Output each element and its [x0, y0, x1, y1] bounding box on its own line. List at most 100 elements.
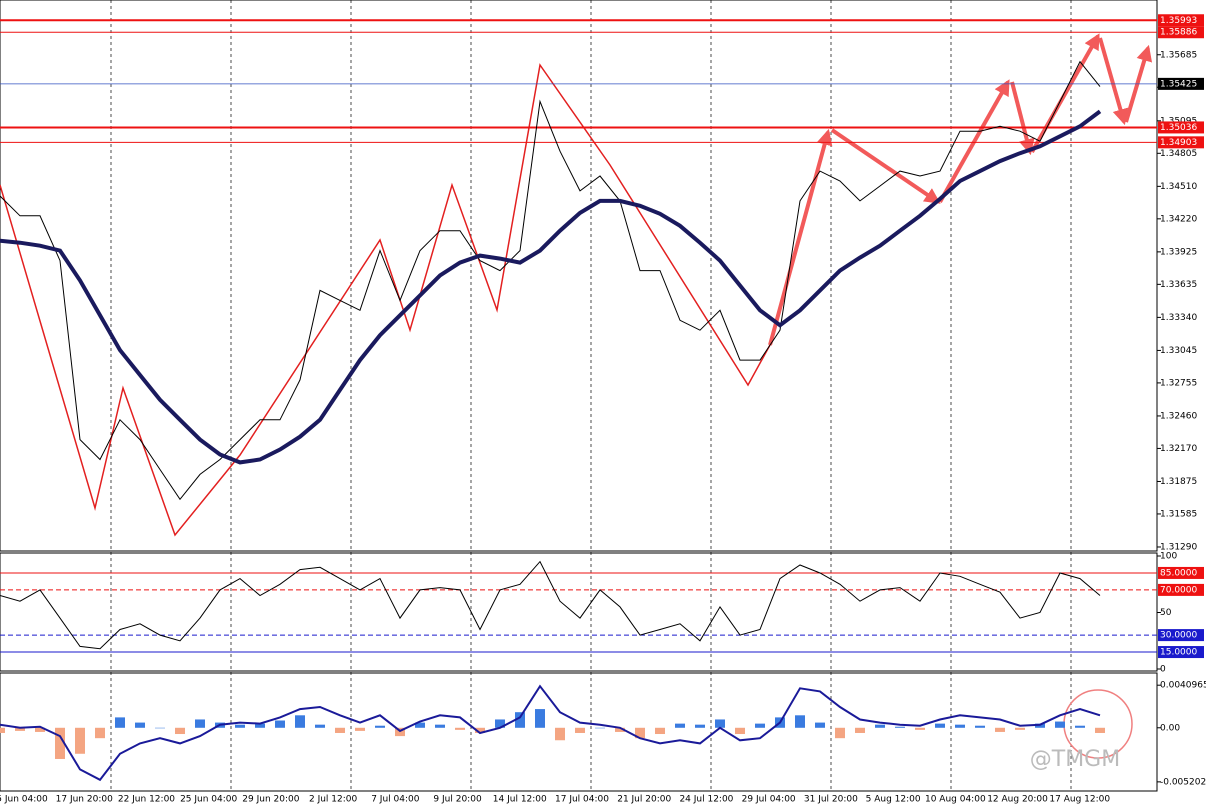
x-tick-label: 12 Aug 20:00 [987, 795, 1048, 805]
histogram-bar [35, 727, 45, 732]
y-tick-label: 1.31875 [1160, 477, 1197, 487]
histogram-bar [695, 724, 705, 728]
histogram-bar [1075, 725, 1085, 728]
histogram-bar [435, 724, 445, 728]
x-tick-label: 17 Jul 04:00 [555, 795, 609, 805]
line [0, 109, 1102, 465]
histogram-bar [95, 727, 105, 739]
histogram-bar [895, 726, 905, 728]
current-price-label: 1.35425 [1160, 79, 1197, 89]
level-label-box [1158, 566, 1204, 579]
osc-panel [0, 552, 1158, 672]
x-tick-label: 10 Aug 04:00 [925, 795, 986, 805]
x-tick-label: 24 Jul 12:00 [679, 795, 733, 805]
x-tick-label: 5 Aug 12:00 [866, 795, 921, 805]
histogram-bar [1055, 721, 1065, 728]
histogram-bar [875, 724, 885, 728]
histogram-bar [195, 719, 205, 728]
histogram-bar [595, 727, 605, 729]
histogram-bar [715, 719, 725, 728]
y-tick-label: 1.33340 [1160, 313, 1197, 323]
x-tick-label: 17 Jun 20:00 [56, 795, 113, 805]
histogram-bar [135, 722, 145, 728]
x-tick-label: 31 Jul 20:00 [804, 795, 858, 805]
y-tick-label: 1.33045 [1160, 346, 1197, 356]
histogram-bar [315, 724, 325, 728]
histogram-bar [515, 712, 525, 728]
histogram-bar [575, 727, 585, 733]
level-label-box [1158, 646, 1204, 659]
watermark: @TMGM [1030, 747, 1120, 772]
current-price-box [1158, 77, 1204, 90]
y-tick-label: 0 [1160, 665, 1166, 675]
histogram-bar [235, 724, 245, 728]
x-tick-label: 14 Jul 12:00 [493, 795, 547, 805]
y-tick-label: 1.35095 [1160, 116, 1197, 126]
y-tick-label: 1.34510 [1160, 182, 1197, 192]
histogram-bar [955, 724, 965, 728]
level-label: 15.0000 [1160, 648, 1197, 658]
level-label: 70.0000 [1160, 585, 1197, 595]
level-label: 30.0000 [1160, 631, 1197, 641]
histogram-bar [1095, 727, 1105, 733]
histogram-bar [675, 723, 685, 728]
histogram-bar [335, 727, 345, 733]
histogram-bar [735, 727, 745, 735]
level-label-box [1158, 121, 1204, 134]
x-tick-label: 9 Jul 20:00 [433, 795, 482, 805]
x-tick-label: 29 Jul 04:00 [742, 795, 796, 805]
level-label-box [1158, 629, 1204, 642]
histogram-bar [915, 727, 925, 730]
zigzag [0, 63, 771, 537]
y-tick-label: 1.31290 [1160, 542, 1197, 552]
histogram-bar [175, 727, 185, 735]
y-tick-label: 1.33925 [1160, 247, 1197, 257]
histogram-bar [55, 727, 65, 759]
arrow [1010, 81, 1035, 156]
main-panel [0, 0, 1158, 552]
y-tick-label: 1.32460 [1160, 411, 1197, 421]
y-tick-label: 1.33635 [1160, 280, 1197, 290]
y-tick-label: 1.31585 [1160, 509, 1197, 519]
histogram-bar [115, 717, 125, 728]
y-tick-label: 100 [1160, 552, 1177, 562]
line [0, 560, 1101, 650]
y-tick-label: 0.0040965 [1160, 681, 1206, 691]
histogram-bar [375, 725, 385, 728]
histogram-bar [635, 727, 645, 739]
level-label: 1.35036 [1160, 123, 1197, 133]
histogram-bar [475, 727, 485, 733]
y-tick-label: 1.34805 [1160, 149, 1197, 159]
histogram-bar [615, 727, 625, 732]
histogram-bar [855, 727, 865, 733]
histogram-bar [1015, 727, 1025, 730]
arrow [1030, 33, 1100, 153]
y-tick-label: 1.32755 [1160, 378, 1197, 388]
histogram-bar [275, 720, 285, 728]
histogram-bar [255, 723, 265, 728]
histogram-bar [355, 727, 365, 731]
level-label: 1.35993 [1160, 16, 1197, 26]
histogram-bar [835, 727, 845, 739]
histogram-bar [935, 723, 945, 728]
histogram-bar [755, 723, 765, 728]
level-label-box [1158, 14, 1204, 27]
line [0, 60, 1101, 501]
x-tick-label: 17 Aug 12:00 [1049, 795, 1110, 805]
arrow [1098, 37, 1129, 126]
histogram-bar [415, 722, 425, 728]
x-tick-label: 29 Jun 20:00 [242, 795, 299, 805]
histogram-bar [535, 709, 545, 728]
x-tick-label: 2 Jul 12:00 [309, 795, 358, 805]
x-tick-label: 22 Jun 12:00 [118, 795, 175, 805]
histogram-bar [0, 727, 5, 733]
x-tick-label: 25 Jun 04:00 [180, 795, 237, 805]
level-label-box [1158, 26, 1204, 39]
y-tick-label: -0.005202 [1160, 777, 1206, 787]
histogram-bar [295, 715, 305, 728]
level-label-box [1158, 583, 1204, 596]
level-label: 1.35886 [1160, 28, 1197, 38]
histogram-bar [795, 715, 805, 728]
histogram-bar [15, 727, 25, 731]
